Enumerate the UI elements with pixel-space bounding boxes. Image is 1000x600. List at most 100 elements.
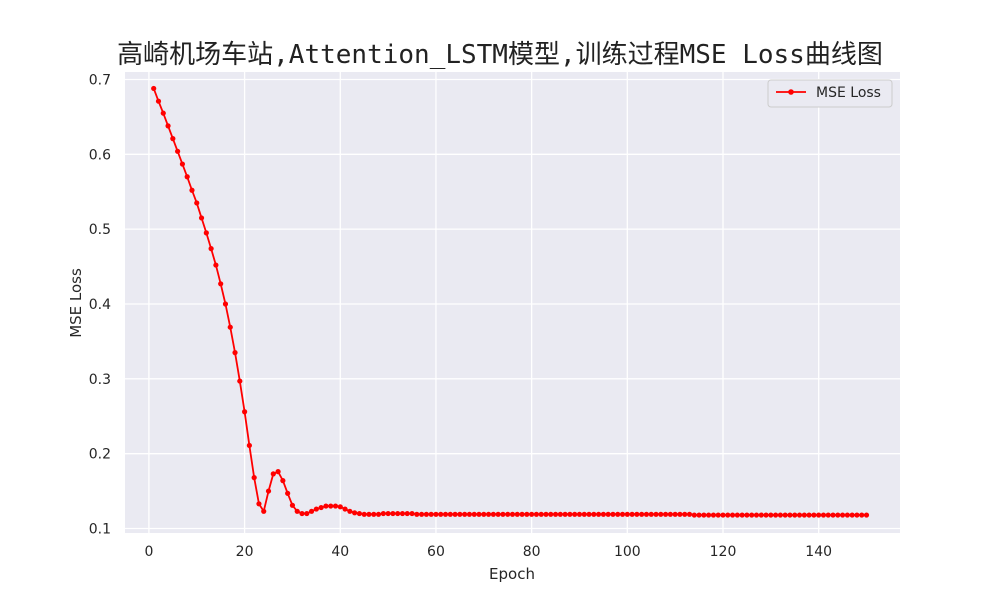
data-point (222, 301, 229, 307)
data-point (509, 511, 516, 517)
data-point (624, 511, 630, 517)
data-point (213, 262, 219, 268)
data-point (280, 478, 286, 484)
data-point (557, 511, 563, 517)
data-point (811, 512, 817, 518)
data-point (634, 511, 640, 517)
data-point (246, 442, 252, 449)
data-point (725, 512, 731, 518)
data-point (596, 511, 602, 517)
data-point (825, 512, 831, 518)
grid-lines (125, 72, 900, 533)
data-point (739, 512, 745, 518)
y-tick-labels: 0.1 0.2 0.3 0.4 0.5 0.6 0.7 (89, 72, 111, 537)
data-point (777, 512, 784, 518)
data-point (481, 511, 487, 517)
data-point (844, 512, 850, 518)
data-point (667, 511, 673, 517)
data-point (356, 510, 363, 517)
data-point (792, 512, 798, 518)
data-point (232, 350, 238, 356)
data-point (514, 511, 520, 517)
data-point (686, 511, 693, 517)
data-point (256, 501, 262, 507)
data-point (175, 148, 181, 154)
data-point (849, 512, 855, 518)
x-tick-label: 0 (144, 544, 153, 560)
data-point (160, 110, 166, 116)
plot-area (125, 72, 900, 533)
data-point (548, 511, 554, 517)
data-point (839, 512, 846, 518)
data-point (581, 511, 587, 517)
data-point (151, 85, 157, 92)
data-point (787, 512, 793, 518)
data-point (442, 511, 449, 517)
data-point (658, 511, 664, 517)
data-point (385, 510, 391, 517)
y-tick-label: 0.5 (89, 222, 111, 238)
data-point (619, 511, 626, 517)
data-point (586, 511, 592, 517)
data-point (265, 488, 272, 494)
data-point (261, 508, 267, 514)
data-point (242, 409, 248, 415)
y-tick-label: 0.4 (89, 297, 111, 313)
y-axis-label: MSE Loss (67, 268, 85, 338)
data-point (299, 510, 305, 517)
data-point (816, 512, 822, 518)
data-point (409, 510, 415, 517)
data-point (433, 511, 439, 517)
data-point (768, 512, 774, 518)
data-point (710, 512, 717, 518)
legend-label: MSE Loss (816, 85, 881, 101)
data-point (462, 511, 468, 517)
data-point (706, 512, 712, 518)
x-tick-label: 40 (331, 544, 349, 560)
data-point (572, 511, 578, 517)
data-point (758, 512, 764, 518)
y-tick-label: 0.7 (89, 72, 111, 88)
data-point (184, 174, 190, 180)
data-point (648, 511, 654, 517)
data-point (270, 471, 276, 477)
data-point (744, 512, 750, 518)
data-point (576, 511, 583, 517)
y-tick-label: 0.1 (89, 522, 111, 538)
chart-title: 高崎机场车站,Attention_LSTM模型,训练过程MSE Loss曲线图 (117, 40, 883, 70)
data-point (428, 511, 434, 517)
data-point (734, 512, 740, 518)
data-point (285, 490, 291, 496)
data-point (643, 511, 650, 517)
data-point (179, 161, 186, 167)
x-tick-label: 80 (523, 544, 541, 560)
data-point (715, 512, 721, 518)
data-point (485, 511, 492, 517)
data-point (533, 511, 540, 517)
data-point (304, 510, 310, 517)
data-point (165, 123, 171, 129)
data-point (763, 512, 769, 518)
y-tick-label: 0.3 (89, 372, 111, 388)
data-point (466, 511, 473, 517)
data-point (591, 511, 597, 517)
data-point (729, 512, 736, 518)
data-point (342, 506, 348, 512)
data-point (672, 511, 678, 517)
data-point (371, 511, 377, 517)
data-point (505, 511, 511, 517)
data-point (796, 512, 803, 518)
data-point (198, 215, 205, 221)
data-point (500, 511, 506, 517)
data-point (457, 511, 463, 517)
data-point (237, 378, 243, 384)
data-point (395, 510, 401, 517)
data-point (854, 512, 860, 518)
data-point (773, 512, 779, 518)
data-point (615, 511, 621, 517)
data-point (830, 512, 836, 518)
data-point (801, 512, 807, 518)
data-point (452, 511, 458, 517)
data-point (227, 324, 233, 330)
